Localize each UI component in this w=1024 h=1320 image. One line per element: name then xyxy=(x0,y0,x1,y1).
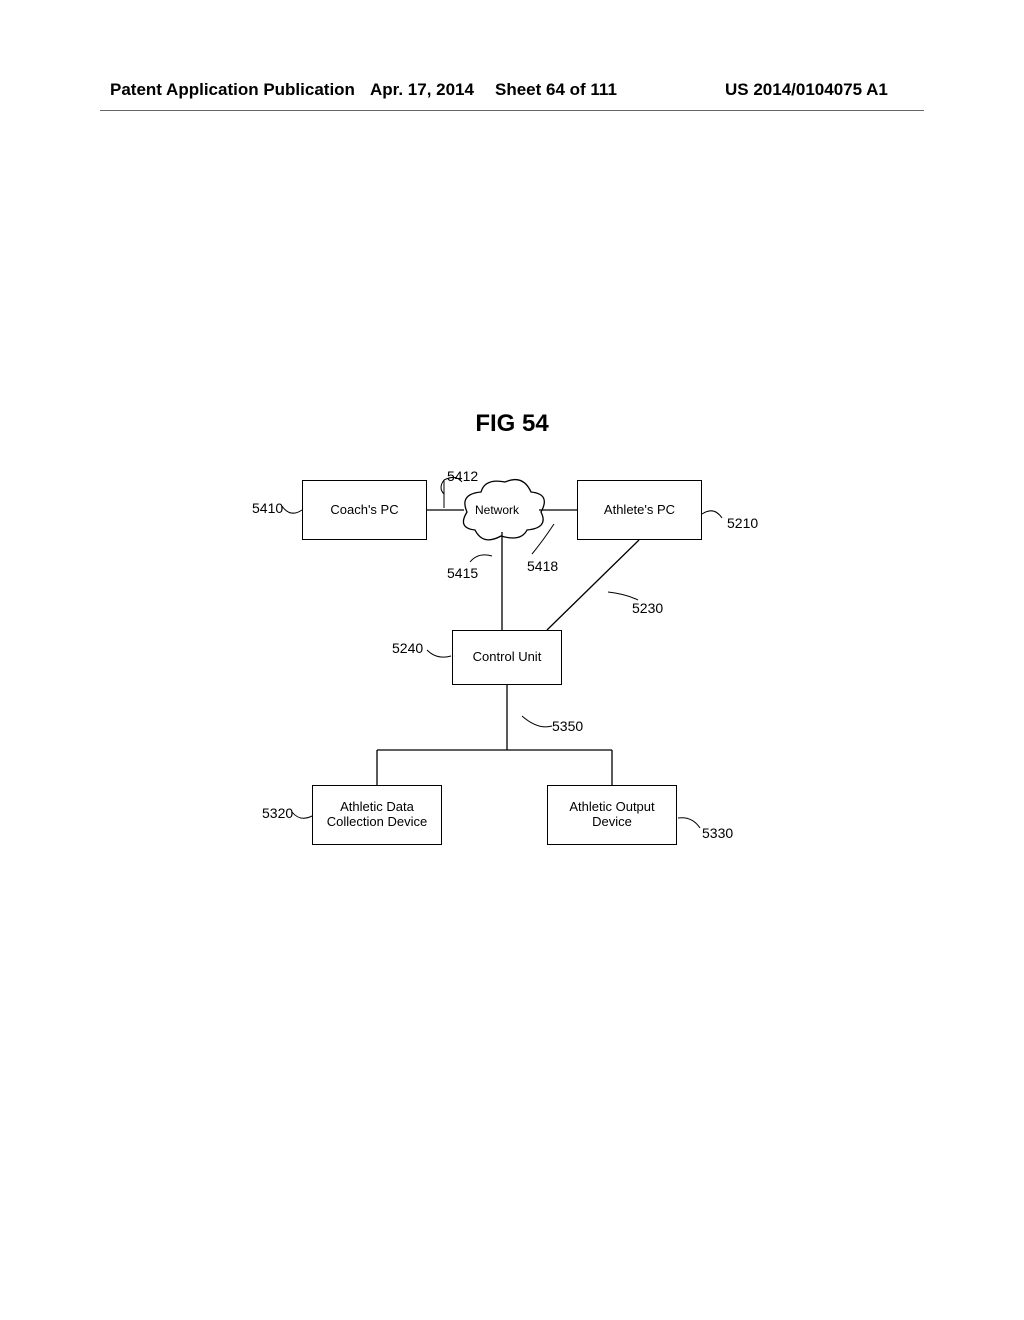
ref-5330: 5330 xyxy=(702,825,733,841)
box-output-device-label: Athletic Output Device xyxy=(569,800,654,830)
box-coach-pc-label: Coach's PC xyxy=(330,503,398,518)
box-coach-pc: Coach's PC xyxy=(302,480,427,540)
ref-5415: 5415 xyxy=(447,565,478,581)
box-output-device: Athletic Output Device xyxy=(547,785,677,845)
header-rule xyxy=(100,110,924,111)
lead-5330 xyxy=(678,818,700,828)
lead-5410 xyxy=(282,506,302,513)
box-data-collection-label: Athletic Data Collection Device xyxy=(327,800,427,830)
ref-5412: 5412 xyxy=(447,468,478,484)
ref-5240: 5240 xyxy=(392,640,423,656)
ref-5230: 5230 xyxy=(632,600,663,616)
lead-5240 xyxy=(427,650,451,657)
ref-5410: 5410 xyxy=(252,500,283,516)
page: Patent Application Publication Apr. 17, … xyxy=(0,0,1024,1320)
diagram: Coach's PC Network Athlete's PC Control … xyxy=(232,460,792,920)
header-sheet: Sheet 64 of 111 xyxy=(495,80,617,100)
lead-5350 xyxy=(522,716,552,727)
box-network-label: Network xyxy=(475,503,519,517)
lead-5230 xyxy=(608,592,638,600)
box-control-unit: Control Unit xyxy=(452,630,562,685)
header-number: US 2014/0104075 A1 xyxy=(725,80,888,100)
header-publication: Patent Application Publication xyxy=(110,80,355,100)
ref-5210: 5210 xyxy=(727,515,758,531)
header-date: Apr. 17, 2014 xyxy=(370,80,474,100)
box-data-collection: Athletic Data Collection Device xyxy=(312,785,442,845)
edge-athlete-control xyxy=(547,540,639,630)
box-athlete-pc-label: Athlete's PC xyxy=(604,503,675,518)
ref-5350: 5350 xyxy=(552,718,583,734)
box-athlete-pc: Athlete's PC xyxy=(577,480,702,540)
box-control-unit-label: Control Unit xyxy=(473,650,542,665)
lead-5415 xyxy=(470,555,492,562)
ref-5418: 5418 xyxy=(527,558,558,574)
lead-5320 xyxy=(292,812,312,818)
figure-title: FIG 54 xyxy=(0,410,1024,438)
ref-5320: 5320 xyxy=(262,805,293,821)
lead-5210 xyxy=(702,511,722,518)
